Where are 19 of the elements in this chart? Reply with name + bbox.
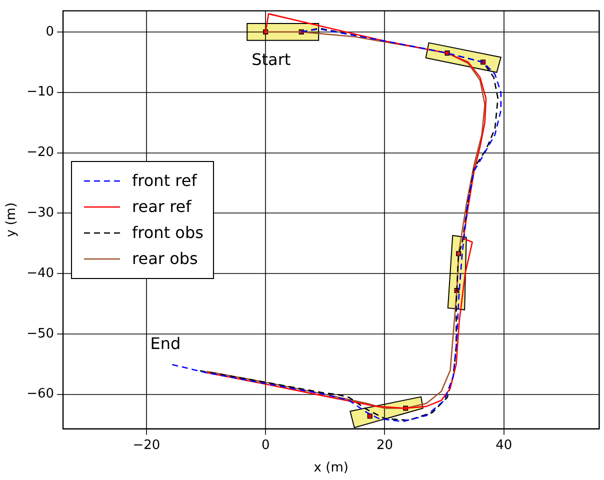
- y-tick-label: −30: [26, 206, 54, 221]
- y-tick-label: −40: [26, 266, 54, 281]
- y-tick-label: −10: [26, 84, 54, 100]
- x-axis-title: x (m): [314, 460, 348, 476]
- y-tick-label: −60: [26, 386, 54, 402]
- y-tick-label: 0: [46, 24, 54, 40]
- x-tick-label: 0: [261, 438, 270, 453]
- legend-label: rear obs: [132, 249, 198, 268]
- annotation: End: [150, 334, 181, 354]
- legend-label: front obs: [132, 223, 204, 242]
- x-tick-label: 40: [496, 438, 512, 453]
- x-tick-label: 20: [376, 438, 394, 453]
- legend-label: rear ref: [132, 197, 192, 216]
- y-axis-title: y (m): [4, 202, 20, 238]
- legend-label: front ref: [132, 171, 197, 190]
- x-tick-label: −20: [132, 438, 160, 453]
- y-tick-label: −20: [26, 145, 54, 160]
- point: [367, 414, 372, 419]
- y-tick-label: −50: [26, 326, 54, 342]
